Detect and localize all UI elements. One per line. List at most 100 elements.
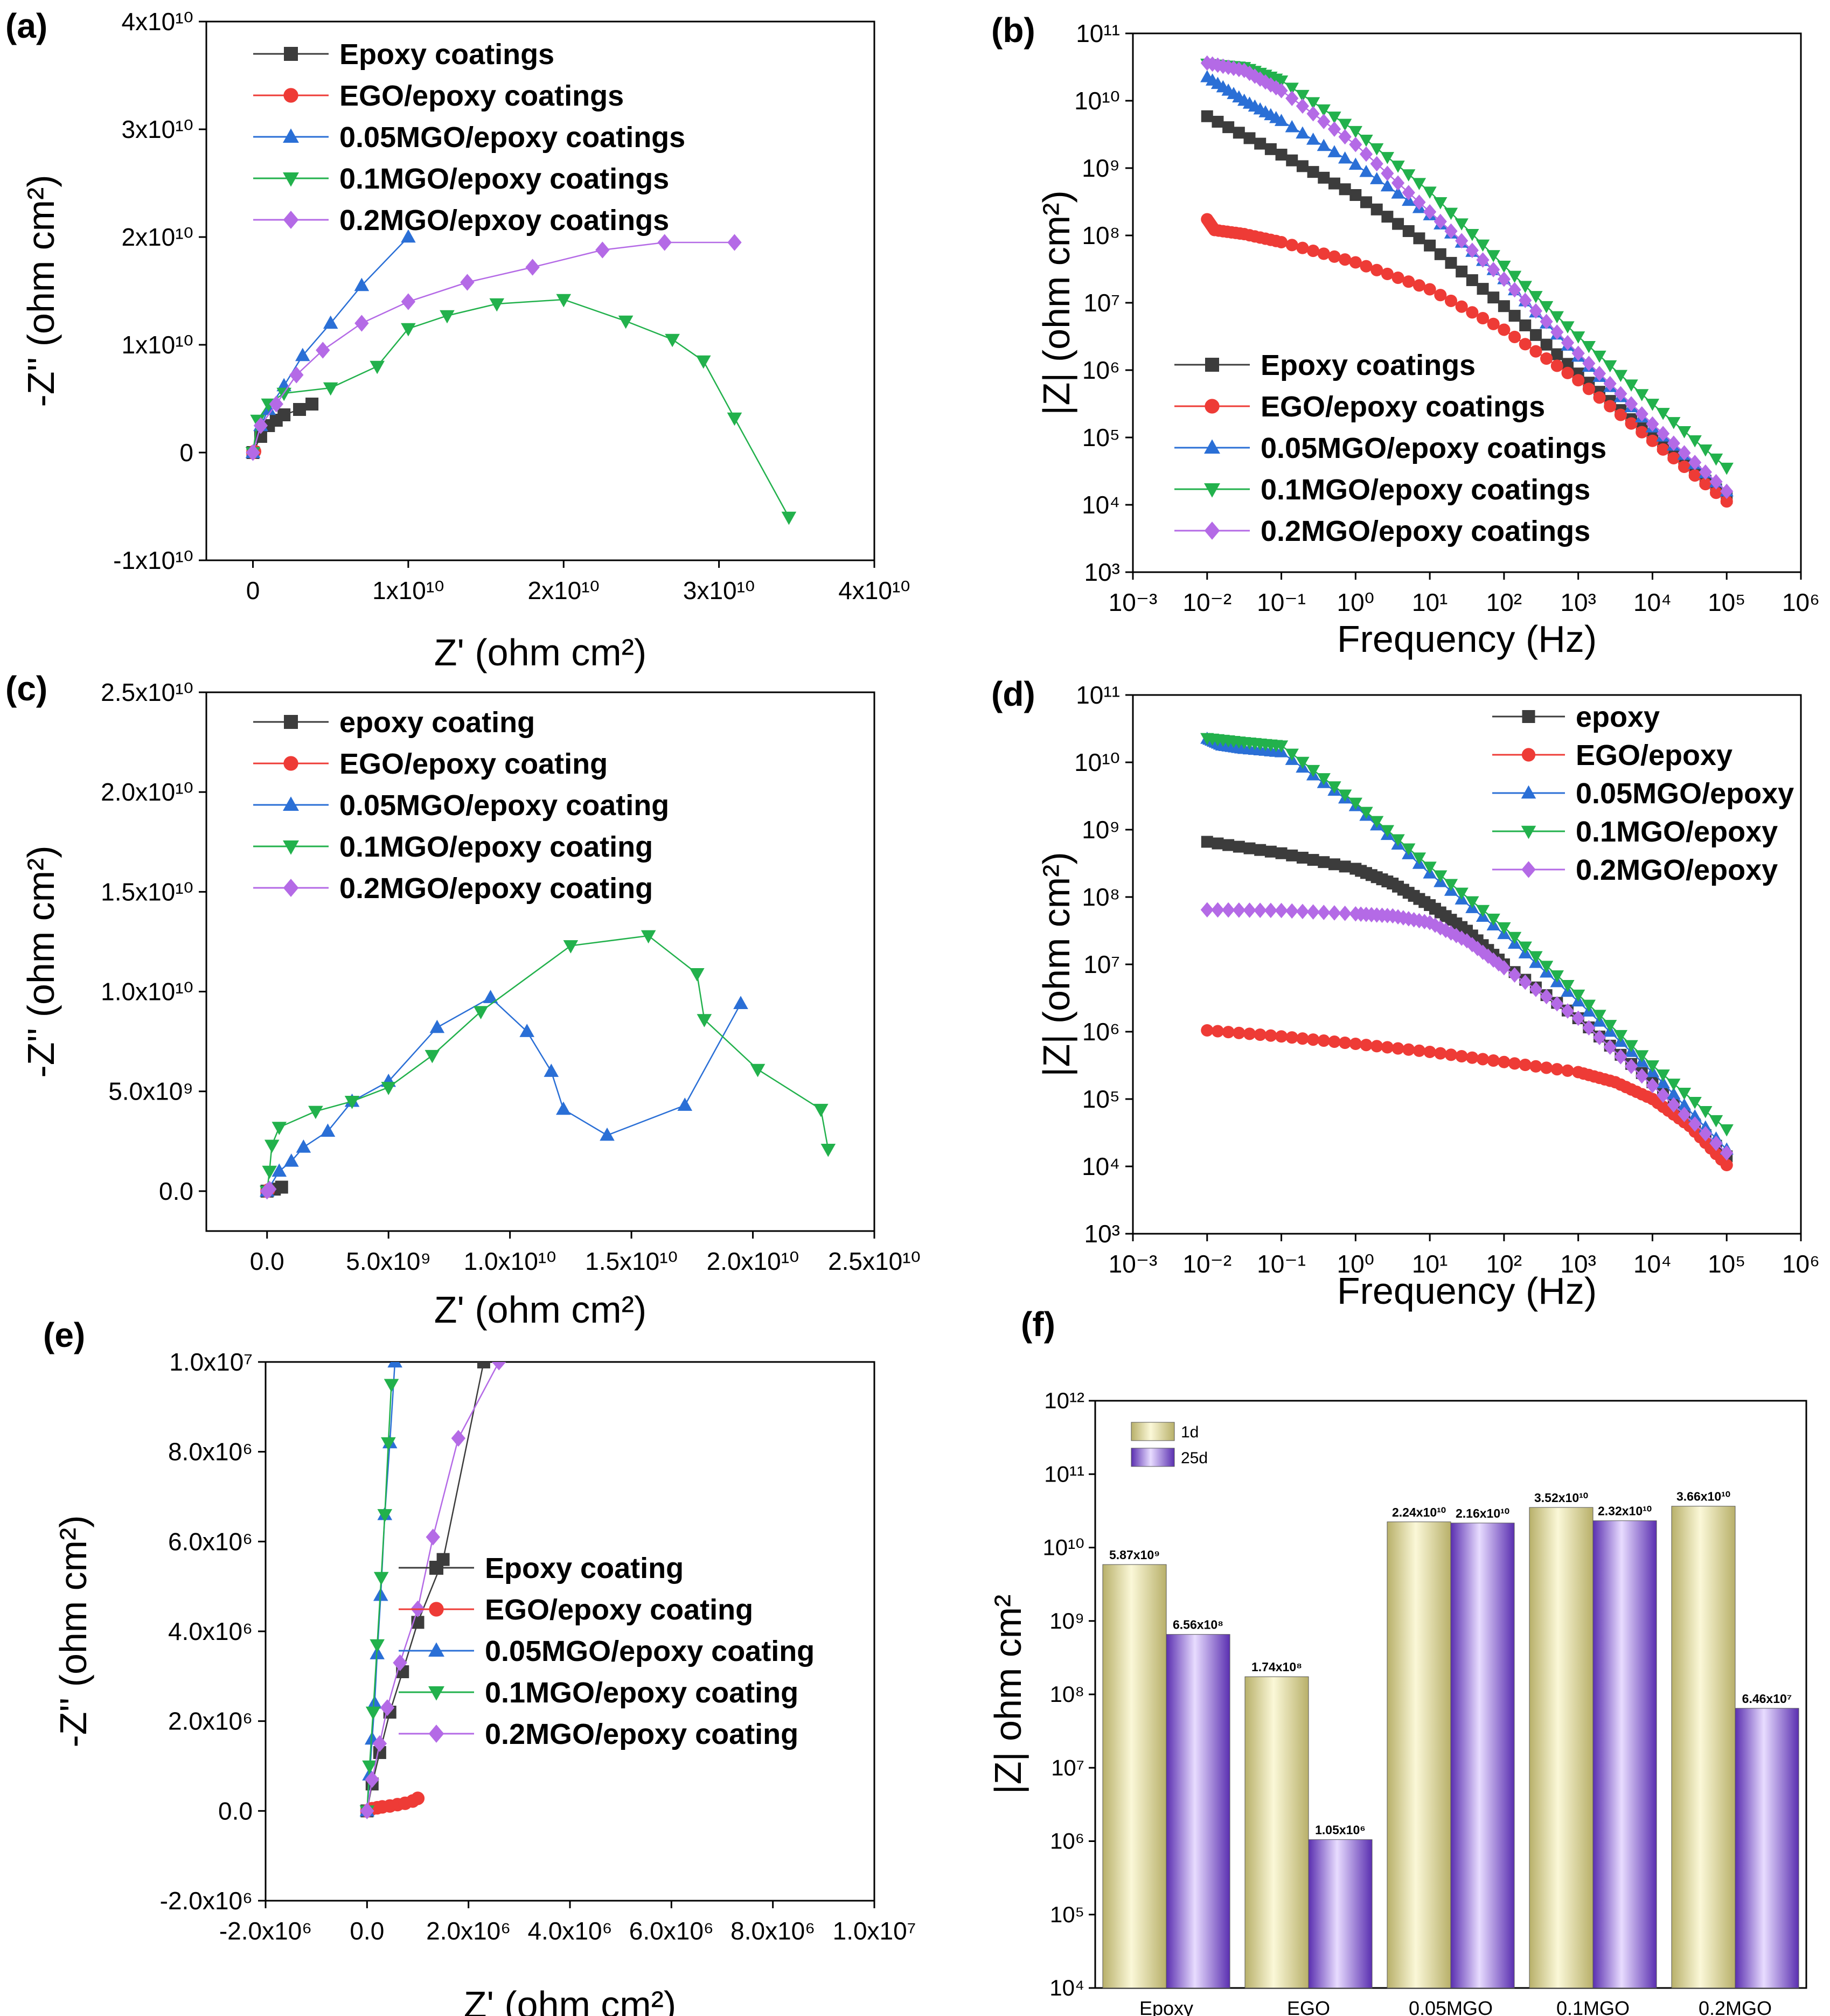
data-point-MGO01 xyxy=(1561,980,1575,992)
legend-marker xyxy=(283,796,299,811)
data-point-MGO01 xyxy=(262,1165,277,1179)
data-point-EGO xyxy=(1339,253,1352,266)
data-point-EGO xyxy=(1508,330,1521,343)
data-point-MGO02 xyxy=(1571,345,1585,362)
data-point-EGO xyxy=(1434,289,1447,302)
data-point-MGO01 xyxy=(1539,961,1554,973)
data-point-MGO01 xyxy=(1391,161,1405,173)
data-point-MGO02 xyxy=(1635,406,1648,422)
data-point-MGO01 xyxy=(1529,951,1543,964)
x-tick-label: -2.0x10⁶ xyxy=(219,1917,312,1945)
data-point-Epoxy xyxy=(1498,300,1510,312)
data-point-EGO xyxy=(1455,1049,1468,1063)
data-point-EGO xyxy=(1222,1026,1235,1039)
data-point-EGO xyxy=(1688,469,1701,482)
data-point-Epoxy xyxy=(1540,338,1553,351)
data-point-MGO01 xyxy=(1391,834,1405,847)
y-axis-title: -Z'' (ohm cm²) xyxy=(20,175,62,407)
data-point-EGO xyxy=(1275,1030,1288,1043)
y-tick-label: 10⁵ xyxy=(1050,1902,1084,1927)
data-point-MGO005 xyxy=(1338,151,1352,164)
data-point-MGO02 xyxy=(1592,365,1606,381)
data-point-EGO xyxy=(1498,1055,1511,1068)
data-point-MGO01 xyxy=(1592,1010,1606,1022)
legend-label: 0.2MGO/epoxy coating xyxy=(339,872,653,905)
legend-marker xyxy=(283,211,299,229)
data-point-Epoxy xyxy=(1339,860,1351,873)
data-point-MGO01 xyxy=(665,333,680,347)
data-point-Epoxy xyxy=(1529,329,1542,341)
x-tick-label: 10⁵ xyxy=(1708,1250,1745,1278)
data-point-EGO xyxy=(1402,1043,1415,1056)
data-point-MGO01 xyxy=(377,1509,393,1523)
data-point-EGO xyxy=(1657,443,1669,456)
y-tick-label: 10⁹ xyxy=(1082,154,1120,182)
data-point-MGO005 xyxy=(1370,172,1384,184)
data-point-MGO02 xyxy=(1254,902,1267,918)
legend-label: epoxy coating xyxy=(339,706,535,739)
data-point-MGO01 xyxy=(1677,426,1692,439)
bar-bar25d xyxy=(1735,1708,1799,1989)
y-tick-label: 1.0x10⁷ xyxy=(169,1348,253,1376)
plot-frame xyxy=(265,1361,875,1902)
data-point-Epoxy xyxy=(277,408,291,421)
data-point-MGO01 xyxy=(1348,126,1362,138)
data-point-MGO01 xyxy=(1327,112,1341,124)
y-tick-label: 10⁹ xyxy=(1049,1608,1084,1633)
data-point-MGO005 xyxy=(1274,114,1289,126)
y-tick-label: 10¹⁰ xyxy=(1074,748,1120,776)
data-point-Epoxy xyxy=(1466,274,1478,287)
data-point-MGO02 xyxy=(1211,902,1224,918)
data-point-MGO02 xyxy=(365,1771,379,1788)
data-point-Epoxy xyxy=(275,1180,288,1194)
data-point-MGO02 xyxy=(1317,905,1331,920)
data-point-MGO01 xyxy=(381,1437,396,1451)
legend-label: 0.2MGO/epoxy coatings xyxy=(1261,515,1590,547)
data-point-MGO005 xyxy=(1380,179,1395,192)
data-point-MGO005 xyxy=(1359,164,1373,177)
data-point-MGO01 xyxy=(1529,291,1543,303)
data-point-MGO02 xyxy=(1200,902,1214,918)
data-point-Epoxy xyxy=(1212,837,1224,850)
panel-label: (c) xyxy=(5,669,47,708)
data-point-MGO02 xyxy=(1338,129,1352,145)
y-tick-label: 10³ xyxy=(1084,1220,1120,1248)
data-point-MGO02 xyxy=(393,1654,407,1671)
data-point-MGO01 xyxy=(1359,807,1373,819)
data-point-MGO01 xyxy=(1645,399,1660,411)
data-point-EGO xyxy=(1487,1054,1500,1067)
legend-marker xyxy=(1522,710,1535,723)
data-point-Epoxy xyxy=(1275,847,1288,859)
y-tick-label: 10¹⁰ xyxy=(1042,1535,1084,1560)
data-point-MGO01 xyxy=(344,1096,360,1109)
data-point-MGO005 xyxy=(1677,1098,1692,1110)
y-axis-title: |Z| ohm cm² xyxy=(987,1595,1029,1795)
panel-d: 10⁻³ 10⁻² 10⁻¹ 10⁰ 10¹ 10² 10³ 10⁴ 10⁵ 10⁶ 10³ 10⁴ 1… xyxy=(991,675,1820,1312)
data-point-MGO005 xyxy=(677,1097,693,1111)
data-point-MGO01 xyxy=(1603,1020,1617,1032)
data-point-MGO01 xyxy=(556,294,572,308)
data-point-MGO005 xyxy=(556,1101,571,1115)
panel-label: (b) xyxy=(991,11,1035,50)
y-tick-label: 1.0x10¹⁰ xyxy=(101,978,193,1006)
data-point-EGO xyxy=(1328,250,1341,263)
legend-marker xyxy=(429,1561,443,1575)
data-point-MGO02 xyxy=(1444,223,1458,239)
data-point-MGO01 xyxy=(1561,321,1575,333)
x-tick-label: 2.0x10⁶ xyxy=(426,1917,511,1945)
data-point-MGO01 xyxy=(641,930,656,944)
data-point-MGO02 xyxy=(1561,335,1575,351)
data-point-EGO xyxy=(1667,451,1680,464)
bar-bar1d xyxy=(1387,1521,1451,1989)
legend-marker xyxy=(284,47,298,61)
data-point-MGO01 xyxy=(1274,740,1289,753)
data-point-EGO xyxy=(1412,279,1425,292)
data-point-MGO01 xyxy=(1274,75,1289,88)
x-tick-label: 10⁶ xyxy=(1782,588,1820,616)
series-line-MGO01 xyxy=(266,935,829,1192)
data-point-EGO xyxy=(1423,1045,1436,1059)
data-point-MGO01 xyxy=(1455,887,1469,900)
data-point-Epoxy xyxy=(1456,265,1468,277)
data-point-MGO01 xyxy=(1709,453,1723,466)
data-point-MGO005 xyxy=(401,229,416,243)
